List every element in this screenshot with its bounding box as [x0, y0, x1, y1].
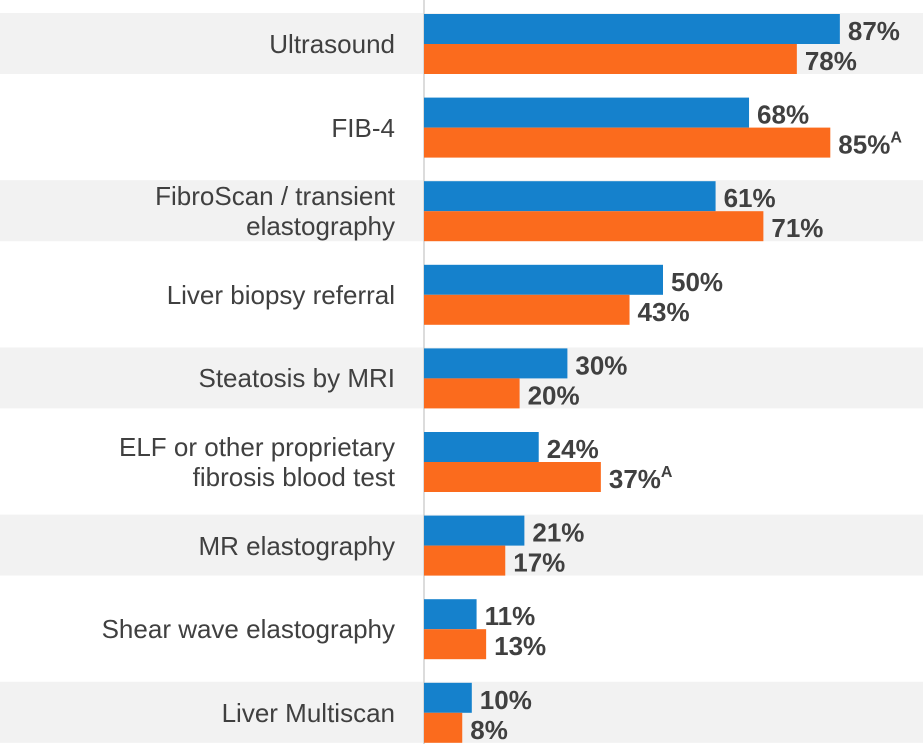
- value-label-text: 13%: [494, 631, 546, 661]
- category-label: Liver Multiscan: [221, 697, 395, 728]
- value-label: 20%: [528, 380, 580, 410]
- category-label: Steatosis by MRI: [198, 363, 395, 394]
- value-label: 43%: [638, 297, 690, 327]
- category-label: MR elastography: [198, 530, 395, 561]
- value-label-text: 78%: [805, 46, 857, 76]
- value-label-text: 61%: [724, 183, 776, 213]
- value-label-text: 68%: [757, 99, 809, 129]
- value-label: 8%: [470, 715, 508, 744]
- value-label-text: 87%: [848, 16, 900, 46]
- value-label: 11%: [485, 601, 536, 631]
- value-label: 13%: [494, 631, 546, 661]
- value-label: 24%: [547, 434, 599, 464]
- value-label-text: 37%: [609, 464, 661, 494]
- bar: [424, 44, 797, 74]
- value-label-text: 20%: [528, 380, 580, 410]
- value-label: 37%A: [609, 464, 673, 494]
- bar: [424, 127, 831, 158]
- value-label: 85%A: [838, 129, 902, 159]
- value-label: 87%: [848, 16, 900, 46]
- bar: [424, 97, 750, 128]
- value-label: 21%: [532, 517, 584, 547]
- bar: [424, 14, 840, 44]
- bar: [424, 181, 716, 212]
- value-label-text: 21%: [532, 517, 584, 547]
- category-label: Liver biopsy referral: [166, 279, 395, 310]
- value-label-text: 10%: [480, 685, 532, 715]
- category-label: Shear wave elastography: [101, 614, 395, 645]
- value-label: 30%: [575, 350, 627, 380]
- bar: [424, 515, 525, 546]
- superscript: A: [661, 464, 673, 481]
- bar: [424, 378, 520, 409]
- bar: [424, 599, 477, 630]
- value-label-text: 71%: [771, 213, 823, 243]
- value-label-text: 8%: [470, 715, 508, 744]
- bar: [424, 264, 663, 295]
- category-label: FibroScan / transient elastography: [155, 181, 395, 242]
- superscript: A: [890, 130, 902, 147]
- bar: [424, 462, 601, 492]
- value-label: 61%: [724, 183, 776, 213]
- category-label: ELF or other proprietary fibrosis blood …: [118, 432, 395, 492]
- bar: [424, 211, 764, 242]
- bar: [424, 545, 506, 576]
- value-label-text: 17%: [513, 547, 565, 577]
- value-label-text: 30%: [575, 350, 627, 380]
- value-label: 78%: [805, 46, 857, 76]
- bar: [424, 682, 472, 713]
- bar: [424, 348, 568, 379]
- value-label-text: 11%: [485, 601, 536, 631]
- value-label: 17%: [513, 547, 565, 577]
- value-label-text: 43%: [638, 297, 690, 327]
- value-label-text: 24%: [547, 434, 599, 464]
- category-label: Ultrasound: [269, 29, 395, 59]
- bar: [424, 629, 487, 660]
- value-label: 50%: [671, 267, 723, 297]
- bar: [424, 294, 630, 325]
- category-label: FIB-4: [331, 112, 395, 143]
- bar: [424, 712, 463, 743]
- value-label: 71%: [771, 213, 823, 243]
- value-label-text: 50%: [671, 267, 723, 297]
- value-label: 68%: [757, 99, 809, 129]
- bar: [424, 432, 539, 462]
- value-label-text: 85%: [838, 129, 890, 159]
- value-label: 10%: [480, 685, 532, 715]
